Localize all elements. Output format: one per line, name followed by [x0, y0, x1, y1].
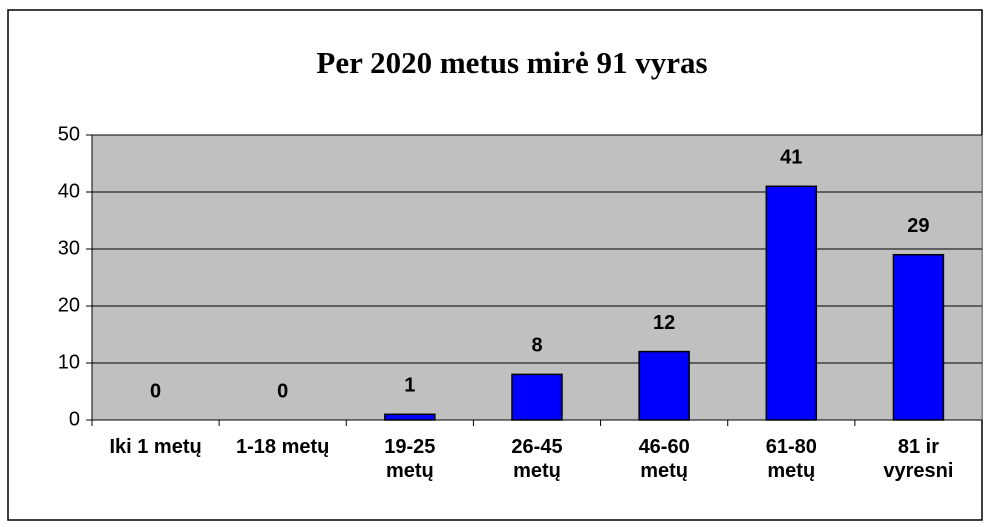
- y-tick-label: 10: [58, 351, 80, 373]
- x-tick-label-line: metų: [513, 460, 561, 482]
- x-tick-label-line: 19-25: [384, 436, 435, 458]
- x-tick-label-line: metų: [767, 460, 815, 482]
- x-tick-label: 46-60 metų: [639, 436, 690, 482]
- data-label: 0: [150, 380, 161, 402]
- data-label: 8: [531, 335, 542, 357]
- bar: [384, 413, 436, 421]
- x-tick-label: 26-45 metų: [511, 436, 562, 482]
- bar: [511, 373, 563, 421]
- x-tick-label: 19-25 metų: [384, 436, 435, 482]
- data-label: 41: [780, 147, 802, 169]
- chart-title: Per 2020 metus mirė 91 vyras: [316, 45, 707, 80]
- x-tick-label-line: 81 ir: [898, 436, 939, 458]
- x-tick-label-line: metų: [640, 460, 688, 482]
- data-label: 1: [404, 375, 415, 397]
- y-tick-label: 0: [69, 408, 80, 430]
- x-tick-label-line: 46-60: [639, 436, 690, 458]
- x-tick-label-line: Iki 1 metų: [109, 436, 201, 458]
- x-tick-label-line: 26-45: [511, 436, 562, 458]
- x-tick-label-line: 61-80: [766, 436, 817, 458]
- x-tick-label: Iki 1 metų: [109, 436, 201, 458]
- y-tick-label: 50: [58, 123, 80, 145]
- y-tick-label: 30: [58, 237, 80, 259]
- x-tick-label: 81 ir vyresni: [883, 436, 953, 482]
- x-tick-label-line: metų: [386, 460, 434, 482]
- data-label: 29: [907, 215, 929, 237]
- bar: [638, 350, 690, 421]
- x-tick-label-line: 1-18 metų: [236, 436, 329, 458]
- x-tick-label: 1-18 metų: [236, 436, 329, 458]
- data-label: 12: [653, 312, 675, 334]
- plot-area: [91, 134, 983, 421]
- data-label: 0: [277, 380, 288, 402]
- y-tick-label: 40: [58, 180, 80, 202]
- y-tick-label: 20: [58, 294, 80, 316]
- x-tick-label: 61-80 metų: [766, 436, 817, 482]
- x-tick-label-line: vyresni: [883, 460, 953, 482]
- bar: [765, 185, 818, 421]
- bar: [892, 253, 945, 421]
